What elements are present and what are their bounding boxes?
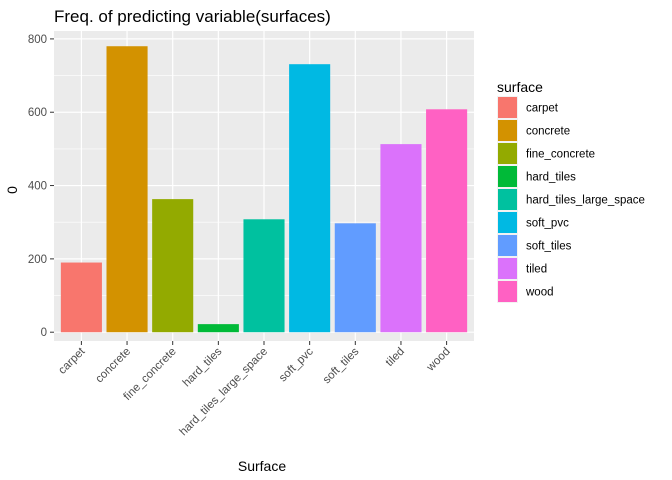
x-tick-label: soft_pvc bbox=[277, 345, 316, 384]
x-tick-label: hard_tiles_large_space bbox=[178, 346, 271, 439]
legend-title: surface bbox=[497, 79, 543, 95]
x-tick-label: wood bbox=[424, 346, 453, 375]
legend-label-carpet: carpet bbox=[526, 103, 559, 115]
y-tick-label: 0 bbox=[41, 327, 47, 339]
x-tick-label: concrete bbox=[93, 346, 133, 386]
bar-fine_concrete bbox=[152, 199, 194, 333]
legend: surface carpet concrete fine_concrete hard_… bbox=[497, 79, 645, 303]
chart-title: Freq. of predicting variable(surfaces) bbox=[54, 7, 331, 26]
legend-label-hard_tiles_large_space: hard_tiles_large_space bbox=[526, 195, 645, 207]
x-tick-label: hard_tiles bbox=[181, 345, 225, 389]
legend-swatch-concrete bbox=[498, 120, 517, 141]
legend-swatch-wood bbox=[498, 281, 517, 302]
bar-wood bbox=[426, 109, 468, 333]
y-axis: 0 200 400 600 800 bbox=[28, 34, 54, 339]
legend-swatch-soft_pvc bbox=[498, 212, 517, 233]
bar-carpet bbox=[60, 262, 102, 333]
x-tick-label: carpet bbox=[56, 345, 88, 377]
legend-label-concrete: concrete bbox=[526, 126, 570, 138]
legend-label-tiled: tiled bbox=[526, 264, 547, 276]
bar-hard_tiles bbox=[197, 324, 239, 333]
legend-label-soft_pvc: soft_pvc bbox=[526, 218, 569, 230]
y-tick-label: 400 bbox=[28, 181, 47, 193]
legend-swatch-soft_tiles bbox=[498, 235, 517, 256]
y-tick-label: 800 bbox=[28, 34, 47, 46]
legend-swatch-carpet bbox=[498, 97, 517, 118]
bar-soft_tiles bbox=[334, 223, 376, 333]
bar-hard_tiles_large_space bbox=[243, 219, 285, 333]
x-axis-title: Surface bbox=[238, 458, 286, 474]
legend-swatch-hard_tiles bbox=[498, 166, 517, 187]
y-tick-label: 200 bbox=[28, 254, 47, 266]
bars bbox=[60, 46, 468, 333]
legend-swatch-hard_tiles_large_space bbox=[498, 189, 517, 210]
bar-concrete bbox=[106, 46, 148, 333]
legend-label-soft_tiles: soft_tiles bbox=[526, 241, 572, 253]
legend-label-fine_concrete: fine_concrete bbox=[526, 149, 595, 161]
x-tick-label: tiled bbox=[384, 346, 407, 369]
legend-swatch-tiled bbox=[498, 258, 517, 279]
legend-label-hard_tiles: hard_tiles bbox=[526, 172, 576, 184]
bar-soft_pvc bbox=[289, 64, 331, 333]
y-axis-title: 0 bbox=[4, 186, 20, 194]
legend-label-wood: wood bbox=[525, 287, 554, 299]
x-tick-label: soft_tiles bbox=[321, 345, 362, 386]
bar-tiled bbox=[380, 144, 422, 333]
y-tick-label: 600 bbox=[28, 107, 47, 119]
legend-swatch-fine_concrete bbox=[498, 143, 517, 164]
